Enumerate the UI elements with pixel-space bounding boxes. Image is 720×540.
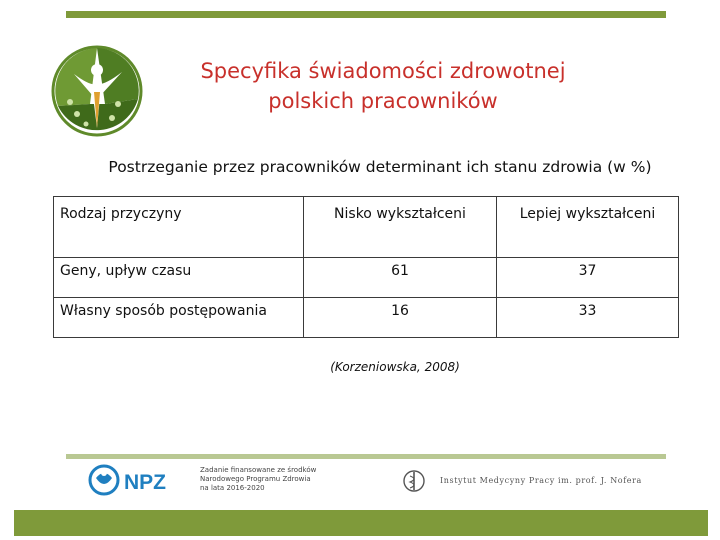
cell-higher-education: 37 — [496, 257, 679, 298]
title-line-1: Specyfika świadomości zdrowotnej — [200, 59, 566, 83]
cell-low-education: 61 — [303, 257, 497, 298]
npz-caption-line-2: Narodowego Programu Zdrowia — [200, 475, 311, 483]
cell-low-education: 16 — [303, 297, 497, 338]
header-cause-type: Rodzaj przyczyny — [53, 196, 304, 258]
table-row: Geny, upływ czasu 61 37 — [53, 257, 679, 298]
npz-logo-text: NPZ — [124, 471, 166, 494]
table-row: Własny sposób postępowania 16 33 — [53, 297, 679, 338]
npz-caption: Zadanie finansowane ze środków Narodoweg… — [200, 466, 330, 493]
footer-divider — [66, 454, 666, 459]
row-label: Geny, upływ czasu — [53, 257, 304, 298]
title-line-2: polskich pracowników — [268, 89, 498, 113]
header-low-education: Nisko wykształceni — [303, 196, 497, 258]
npz-caption-line-1: Zadanie finansowane ze środków — [200, 466, 317, 474]
top-accent-bar — [66, 11, 666, 18]
bottom-accent-bar — [14, 510, 708, 536]
source-citation: (Korzeniowska, 2008) — [330, 360, 460, 374]
npz-logo: NPZ — [88, 464, 166, 496]
table-caption: Postrzeganie przez pracowników determina… — [108, 158, 652, 176]
npz-caption-line-3: na lata 2016-2020 — [200, 484, 265, 492]
cell-higher-education: 33 — [496, 297, 679, 338]
table-header-row: Rodzaj przyczyny Nisko wykształceni Lepi… — [53, 196, 679, 258]
determinants-table: Rodzaj przyczyny Nisko wykształceni Lepi… — [53, 196, 679, 338]
row-label: Własny sposób postępowania — [53, 297, 304, 338]
health-figure-logo-icon — [51, 45, 143, 137]
page-title: Specyfika świadomości zdrowotnej polskic… — [150, 56, 616, 116]
institute-name: Instytut Medycyny Pracy im. prof. J. Nof… — [440, 476, 642, 485]
caduceus-emblem-icon — [403, 470, 425, 492]
header-higher-education: Lepiej wykształceni — [496, 196, 679, 258]
